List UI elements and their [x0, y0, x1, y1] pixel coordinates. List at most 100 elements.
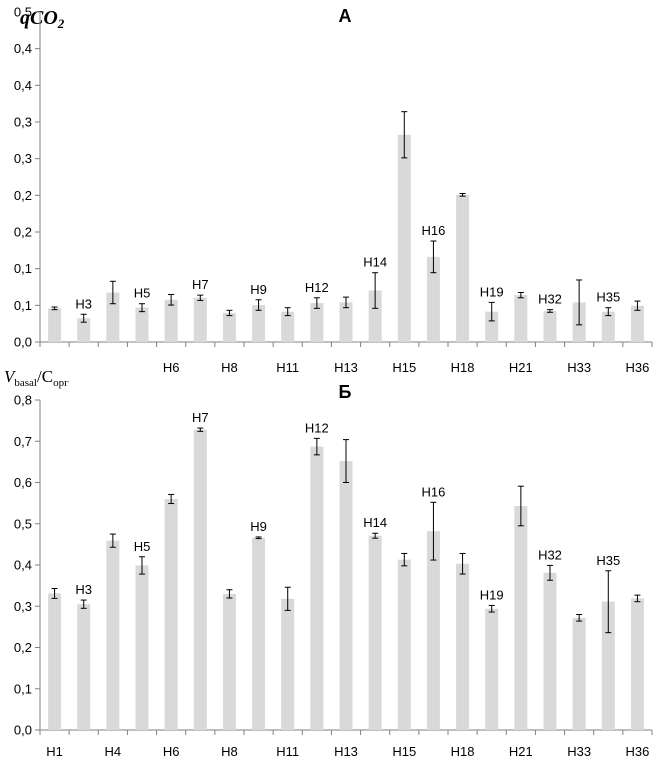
a-bar: [164, 299, 178, 342]
b-bar-label: H9: [250, 519, 267, 534]
b-x-tick-label: H15: [392, 744, 416, 759]
b-x-tick-label: H21: [509, 744, 533, 759]
a-bar: [630, 305, 644, 342]
b-x-tick-label: H8: [221, 744, 238, 759]
b-x-tick-label: H1: [46, 744, 63, 759]
b-bar-label: H12: [305, 420, 329, 435]
a-bar-label: H12: [305, 280, 329, 295]
a-y-tick-label: 0,2: [14, 188, 32, 203]
a-bar: [426, 256, 440, 342]
b-y-tick-label: 0,7: [14, 434, 32, 449]
a-y-tick-label: 0,4: [14, 78, 32, 93]
b-y-tick-label: 0,3: [14, 599, 32, 614]
b-x-tick-label: H6: [163, 744, 180, 759]
b-y-tick-label: 0,8: [14, 393, 32, 408]
b-bar: [397, 559, 411, 730]
a-y-tick-label: 0,3: [14, 151, 32, 166]
b-bar: [572, 617, 586, 730]
a-y-tick-label: 0,2: [14, 225, 32, 240]
b-y-tick-label: 0,4: [14, 558, 32, 573]
a-x-tick-label: H11: [276, 360, 299, 375]
b-bar: [77, 604, 91, 730]
b-bar: [281, 598, 295, 730]
panel-a: 0,0 0,1 0,1 0,2 0,2 0,3 0,3 0,4 0,4 0,5 H3 H5 H6 H7 H8…: [14, 5, 653, 375]
b-x-tick-label: H18: [451, 744, 475, 759]
b-bar: [426, 531, 440, 730]
a-bar-label: H7: [192, 277, 209, 292]
b-x-tick-label: H36: [625, 744, 649, 759]
b-bar: [514, 506, 528, 730]
panel-a-ylabel: qCO2: [20, 7, 65, 31]
b-y-tick-label: 0,0: [14, 723, 32, 738]
a-x-tick-label: H33: [567, 360, 591, 375]
a-x-tick-label: H6: [163, 360, 180, 375]
b-bar-label: H14: [363, 515, 387, 530]
b-x-tick-label: H33: [567, 744, 591, 759]
a-y-tick-label: 0,1: [14, 261, 32, 276]
a-bar-label: H9: [250, 282, 267, 297]
a-bar: [456, 194, 470, 342]
a-bar: [48, 308, 62, 342]
a-bar: [543, 310, 557, 342]
b-y-tick-label: 0,2: [14, 640, 32, 655]
a-x-tick-label: H21: [509, 360, 533, 375]
b-bar-label: H35: [596, 553, 620, 568]
b-bar: [601, 601, 615, 730]
a-x-tick-label: H18: [451, 360, 475, 375]
a-y-tick-label: 0,1: [14, 298, 32, 313]
b-bar: [135, 565, 149, 730]
a-bar-label: H19: [480, 284, 504, 299]
b-x-tick-label: H4: [105, 744, 122, 759]
a-y-tick-label: 0,3: [14, 115, 32, 130]
panel-b-ylabel: Vbasal/Cорг: [4, 367, 69, 389]
a-bar: [135, 307, 149, 342]
b-bar-label: H16: [421, 484, 445, 499]
b-bar-label: H5: [134, 539, 151, 554]
a-bar-label: H5: [134, 286, 151, 301]
a-bar: [222, 312, 236, 342]
a-x-tick-label: H13: [334, 360, 358, 375]
a-bar: [601, 311, 615, 342]
b-y-tick-label: 0,1: [14, 681, 32, 696]
b-bar: [310, 446, 324, 730]
b-x-tick-label: H13: [334, 744, 358, 759]
b-bar: [48, 593, 62, 730]
a-x-tick-label: H8: [221, 360, 238, 375]
b-bar: [456, 563, 470, 730]
a-bar: [514, 295, 528, 342]
b-y-tick-label: 0,6: [14, 475, 32, 490]
a-y-tick-label: 0,5: [14, 5, 32, 20]
b-bar: [193, 429, 207, 730]
a-y-tick-label: 0,0: [14, 335, 32, 350]
a-bar: [77, 318, 91, 342]
a-bar: [368, 290, 382, 342]
b-bar-label: H19: [480, 587, 504, 602]
b-x-tick-label: H11: [276, 744, 299, 759]
panel-b: 0,0 0,1 0,2 0,3 0,4 0,5 0,6 0,7 0,8 H1 H3 H4 H5 H6 H7 H…: [14, 393, 653, 759]
a-bar-label: H16: [421, 223, 445, 238]
a-bar: [485, 311, 499, 342]
b-bar: [368, 535, 382, 730]
a-bar: [106, 292, 120, 342]
b-bar: [164, 499, 178, 730]
panel-a-title: А: [339, 6, 352, 26]
a-y-tick-label: 0,4: [14, 41, 32, 56]
a-bar-label: H32: [538, 292, 562, 307]
a-bar-label: H35: [596, 290, 620, 305]
a-bar: [252, 305, 266, 342]
b-bar: [252, 537, 266, 730]
b-bar: [222, 593, 236, 730]
a-bar-label: H3: [75, 296, 92, 311]
b-bar-label: H7: [192, 410, 209, 425]
b-y-tick-label: 0,5: [14, 516, 32, 531]
b-bar: [485, 608, 499, 730]
a-x-tick-label: H36: [625, 360, 649, 375]
b-bar-label: H3: [75, 582, 92, 597]
a-bar: [193, 297, 207, 342]
a-bar: [339, 302, 353, 342]
a-bar-label: H14: [363, 255, 387, 270]
b-bar-label: H32: [538, 547, 562, 562]
a-bar: [281, 311, 295, 342]
